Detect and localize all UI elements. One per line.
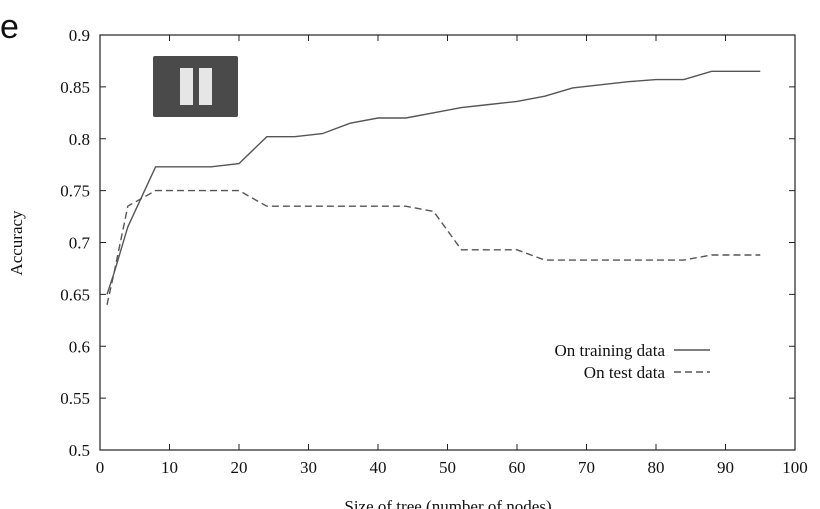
x-tick-label: 70: [578, 458, 595, 477]
pause-button[interactable]: [153, 56, 238, 117]
y-tick-label: 0.75: [60, 182, 90, 201]
y-tick-label: 0.6: [69, 337, 90, 356]
test-data-line: [106, 189, 761, 305]
x-tick-label: 80: [648, 458, 665, 477]
y-tick-label: 0.9: [69, 26, 90, 45]
x-tick-label: 100: [782, 458, 808, 477]
y-tick-label: 0.85: [60, 78, 90, 97]
chart-series: [106, 70, 761, 305]
y-tick-label: 0.5: [69, 441, 90, 460]
legend-test-label: On test data: [584, 363, 666, 382]
y-axis-title: Accuracy: [7, 210, 26, 276]
x-tick-label: 60: [509, 458, 526, 477]
y-tick-label: 0.8: [69, 130, 90, 149]
chart-legend: On training data On test data: [555, 341, 710, 382]
x-tick-label: 30: [300, 458, 317, 477]
partial-title-text: e: [0, 8, 19, 46]
legend-training-label: On training data: [555, 341, 666, 360]
x-tick-label: 40: [370, 458, 387, 477]
x-tick-label: 90: [717, 458, 734, 477]
x-tick-label: 10: [161, 458, 178, 477]
y-tick-label: 0.7: [69, 234, 91, 253]
x-tick-label: 20: [231, 458, 248, 477]
x-axis-title: Size of tree (number of nodes): [344, 497, 551, 509]
x-tick-label: 50: [439, 458, 456, 477]
y-tick-label: 0.65: [60, 285, 90, 304]
training-data-line: [106, 70, 761, 295]
y-tick-label: 0.55: [60, 389, 90, 408]
x-tick-label: 0: [96, 458, 105, 477]
axis-ticks: 0 10 20 30 40 50 60 70 80 90 100 0.5 0.55 0.6 0.65 0.7 0…: [60, 26, 808, 477]
